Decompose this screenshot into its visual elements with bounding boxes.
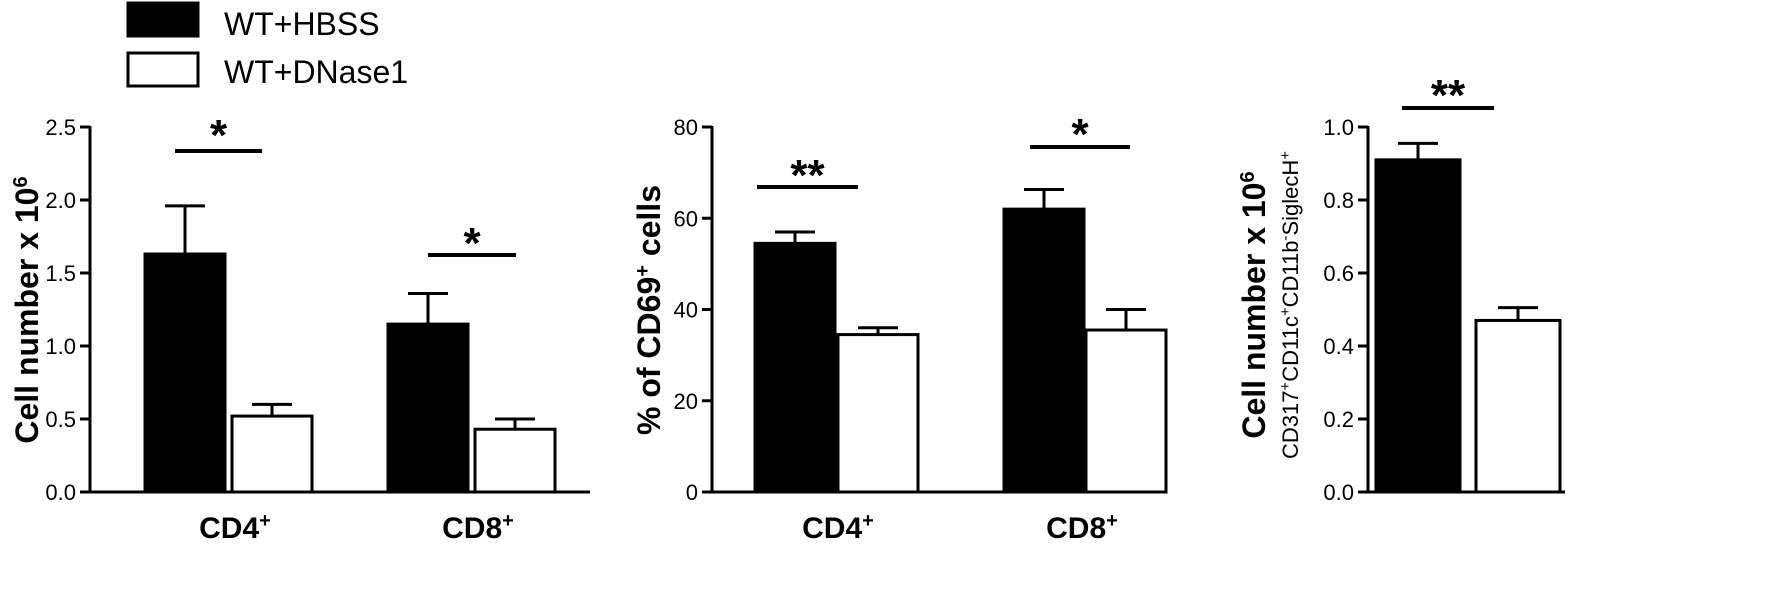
significance-marker: ** <box>1431 71 1466 120</box>
bar-dnase1 <box>230 414 314 494</box>
y-axis-label: Cell number x 106 <box>1236 171 1272 438</box>
y-tick-label: 0.0 <box>1323 480 1354 505</box>
category-name: CD4 <box>802 512 862 545</box>
bar-dnase1 <box>1474 318 1562 494</box>
category-name: CD4 <box>199 512 259 545</box>
bar-hbss <box>386 322 470 494</box>
y-axis-label-marker: - <box>1277 236 1294 241</box>
y-axis-label-marker: + <box>1277 307 1294 316</box>
category-superscript: + <box>502 510 514 532</box>
y-tick-label: 0.4 <box>1323 334 1354 359</box>
bar-hbss <box>1374 158 1462 494</box>
category-label: CD8+ <box>1046 510 1118 545</box>
legend-swatch-hbss <box>126 1 200 38</box>
bar-dnase1 <box>473 427 557 494</box>
y-axis-label-text: Cell number x 10 <box>9 188 45 444</box>
y-tick-label: 0.8 <box>1323 188 1354 213</box>
chart-panel-1: 0.00.51.01.52.02.5 **CD4+ CD8+Cell number … <box>9 111 590 545</box>
bar-hbss <box>753 241 837 494</box>
significance-marker: * <box>210 111 228 160</box>
category-superscript: + <box>259 510 271 532</box>
chart-panels: 0.00.51.01.52.02.5 **CD4+ CD8+Cell number … <box>9 71 1565 545</box>
y-tick-label: 80 <box>674 115 698 140</box>
y-tick-label: 60 <box>674 206 698 231</box>
y-axis-label-suffix: cells <box>631 185 667 265</box>
y-axis-label-marker: + <box>1277 151 1294 160</box>
bar-hbss <box>143 252 227 494</box>
bar-dnase1 <box>1084 328 1168 494</box>
y-axis-label: Cell number x 106 <box>9 176 45 443</box>
y-tick-label: 2.5 <box>45 115 76 140</box>
y-tick-label: 40 <box>674 298 698 323</box>
bar-dnase1 <box>836 333 920 494</box>
legend-label-dnase1: WT+DNase1 <box>224 54 408 90</box>
y-tick-label: 1.5 <box>45 261 76 286</box>
y-tick-label: 0.5 <box>45 407 76 432</box>
y-axis-label-text: % of CD69 <box>631 277 667 435</box>
category-label: CD4+ <box>802 510 874 545</box>
category-name: CD8 <box>1046 512 1106 545</box>
legend-swatch-dnase1 <box>126 51 200 88</box>
category-label: CD8+ <box>442 510 514 545</box>
significance-marker: * <box>1071 110 1089 159</box>
y-axis-label-marker: SiglecH <box>1278 160 1303 236</box>
y-axis-label-superscript: 6 <box>10 176 32 187</box>
significance-marker: ** <box>790 151 825 200</box>
y-tick-label: 2.0 <box>45 188 76 213</box>
category-label: CD4+ <box>199 510 271 545</box>
y-tick-label: 1.0 <box>1323 115 1354 140</box>
category-superscript: + <box>1106 510 1118 532</box>
y-axis-label-text: Cell number x 10 <box>1236 183 1272 439</box>
y-axis-label-superscript: 6 <box>1237 171 1259 182</box>
y-tick-label: 0.0 <box>45 480 76 505</box>
bar-hbss <box>1002 207 1086 494</box>
category-name: CD8 <box>442 512 502 545</box>
y-tick-label: 1.0 <box>45 334 76 359</box>
y-axis-label-marker: CD317 <box>1278 391 1303 459</box>
y-axis-label-line2: CD317+CD11c+CD11b-SiglecH+ <box>1277 151 1304 459</box>
y-tick-label: 0 <box>686 480 698 505</box>
y-axis-label-superscript: + <box>632 265 654 277</box>
y-tick-label: 20 <box>674 389 698 414</box>
y-tick-label: 0.6 <box>1323 261 1354 286</box>
y-axis-label-marker: CD11c <box>1278 316 1303 382</box>
legend-label-hbss: WT+HBSS <box>224 6 380 42</box>
chart-panel-3: 0.00.20.40.60.81.0**Cell number x 106CD3… <box>1236 71 1565 505</box>
y-axis-label-marker: CD11b <box>1278 241 1303 308</box>
y-tick-label: 0.2 <box>1323 407 1354 432</box>
y-axis-label-marker: + <box>1277 382 1294 391</box>
category-superscript: + <box>862 510 874 532</box>
y-axis-label: % of CD69+ cells <box>631 185 667 435</box>
significance-marker: * <box>463 219 481 268</box>
legend: WT+HBSS WT+DNase1 <box>126 1 408 90</box>
